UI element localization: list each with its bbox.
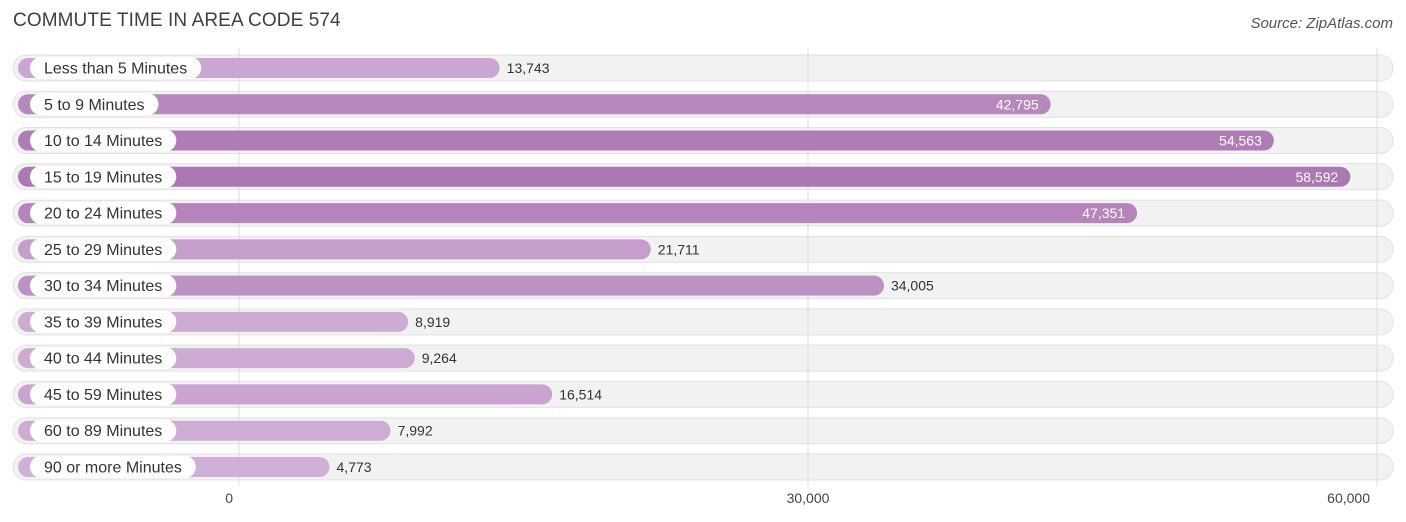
category-pill: [30, 274, 177, 297]
category-pill: [30, 93, 159, 116]
category-label: 45 to 59 Minutes: [44, 387, 162, 404]
category-pill: [30, 383, 177, 406]
value-label: 16,514: [559, 386, 602, 402]
category-pill: [30, 129, 177, 152]
bar: [18, 94, 1051, 115]
category-label: 15 to 19 Minutes: [44, 169, 162, 186]
category-label: 30 to 34 Minutes: [44, 278, 162, 295]
category-pill: [30, 310, 177, 333]
chart-title: COMMUTE TIME IN AREA CODE 574: [13, 10, 341, 31]
category-label: 35 to 39 Minutes: [44, 314, 162, 331]
x-tick-label: 30,000: [787, 490, 830, 506]
category-pill: [30, 238, 177, 261]
value-label: 47,351: [1082, 205, 1125, 221]
value-label: 34,005: [891, 278, 934, 294]
value-label: 4,773: [337, 459, 372, 475]
category-pill: [30, 455, 196, 478]
category-label: 10 to 14 Minutes: [44, 133, 162, 150]
bar: [18, 130, 1274, 151]
category-label: 40 to 44 Minutes: [44, 351, 162, 368]
category-label: 5 to 9 Minutes: [44, 97, 145, 114]
category-pill: [30, 202, 177, 225]
value-label: 13,743: [507, 60, 550, 76]
bar: [18, 203, 1138, 224]
row-background: [12, 453, 1394, 481]
category-label: Less than 5 Minutes: [44, 61, 187, 78]
x-tick-label: 0: [225, 490, 233, 506]
value-label: 9,264: [422, 350, 457, 366]
chart-source: Source: ZipAtlas.com: [1250, 15, 1393, 32]
category-pill: [30, 419, 177, 442]
value-label: 8,919: [415, 314, 450, 330]
category-label: 20 to 24 Minutes: [44, 206, 162, 223]
value-label: 54,563: [1219, 133, 1262, 149]
category-pill: [30, 347, 177, 370]
value-label: 42,795: [996, 96, 1039, 112]
category-pill: [30, 57, 202, 79]
bar: [18, 275, 884, 296]
value-label: 21,711: [658, 241, 700, 257]
category-label: 90 or more Minutes: [44, 459, 182, 476]
category-pill: [30, 165, 177, 188]
x-tick-label: 60,000: [1327, 490, 1370, 506]
value-label: 7,992: [398, 423, 433, 439]
category-label: 60 to 89 Minutes: [44, 423, 162, 440]
value-label: 58,592: [1295, 169, 1338, 185]
bar: [18, 166, 1351, 187]
category-label: 25 to 29 Minutes: [44, 242, 162, 259]
bar: [18, 239, 651, 260]
